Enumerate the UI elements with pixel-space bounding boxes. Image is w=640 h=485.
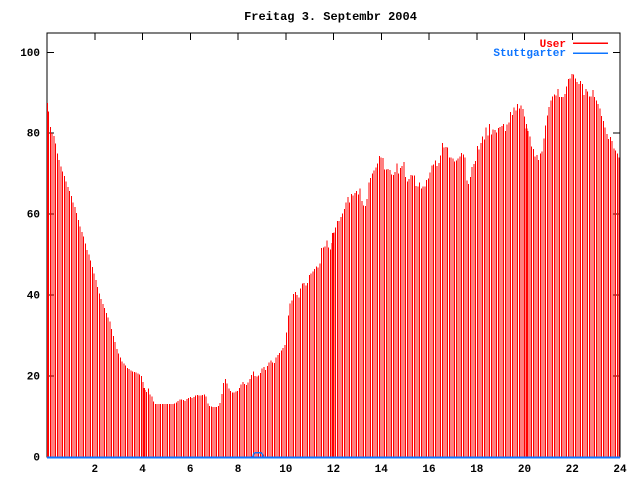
svg-text:24: 24 <box>613 464 627 476</box>
svg-text:12: 12 <box>327 464 340 476</box>
svg-text:2: 2 <box>91 464 98 476</box>
svg-text:22: 22 <box>566 464 579 476</box>
svg-text:0: 0 <box>33 453 40 465</box>
svg-text:User: User <box>540 39 566 51</box>
svg-text:16: 16 <box>422 464 435 476</box>
svg-text:80: 80 <box>27 129 40 141</box>
svg-text:40: 40 <box>27 291 40 303</box>
svg-text:6: 6 <box>187 464 194 476</box>
svg-text:Stuttgarter: Stuttgarter <box>493 48 566 60</box>
svg-text:14: 14 <box>375 464 389 476</box>
svg-text:18: 18 <box>470 464 484 476</box>
svg-text:20: 20 <box>27 372 40 384</box>
svg-text:60: 60 <box>27 210 40 222</box>
svg-text:4: 4 <box>139 464 146 476</box>
svg-text:8: 8 <box>235 464 242 476</box>
svg-text:Freitag 3. Septembr 2004: Freitag 3. Septembr 2004 <box>244 10 417 24</box>
svg-text:100: 100 <box>20 48 40 60</box>
svg-text:10: 10 <box>279 464 292 476</box>
svg-text:20: 20 <box>518 464 531 476</box>
